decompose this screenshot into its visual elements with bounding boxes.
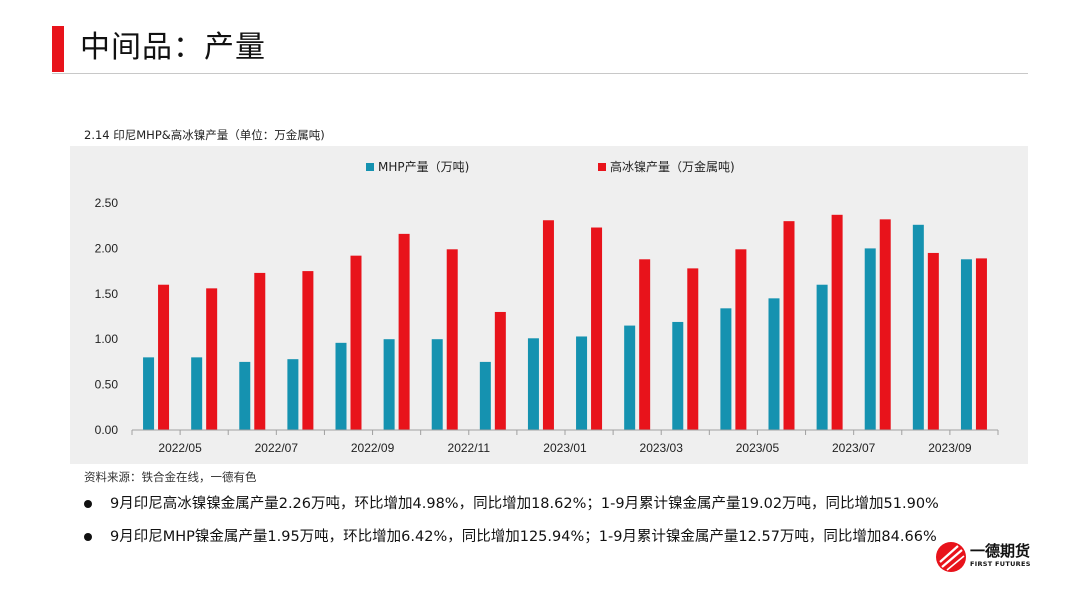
bar-mhp — [383, 339, 395, 430]
x-tick-label: 2023/05 — [736, 441, 780, 455]
x-tick-label: 2022/09 — [351, 441, 395, 455]
y-tick-label: 2.00 — [95, 241, 119, 255]
bar-matte — [831, 214, 843, 430]
bar-matte — [302, 271, 314, 430]
bar-matte — [206, 288, 218, 430]
y-tick-label: 2.50 — [95, 196, 119, 210]
logo-text-en: FIRST FUTURES — [970, 560, 1031, 568]
x-tick-label: 2023/03 — [640, 441, 684, 455]
bar-mhp — [191, 357, 203, 430]
bar-mhp — [624, 325, 636, 430]
bar-matte — [542, 220, 554, 430]
logo-mark-icon — [936, 542, 966, 572]
bar-mhp — [576, 336, 588, 430]
bar-mhp — [864, 248, 876, 430]
x-tick-label: 2023/07 — [832, 441, 876, 455]
legend-swatch — [366, 163, 374, 171]
bar-matte — [158, 284, 170, 430]
bar-matte — [494, 311, 506, 430]
bar-matte — [350, 255, 362, 430]
chart-caption: 2.14 印尼MHP&高冰镍产量（单位：万金属吨) — [84, 128, 325, 142]
bar-mhp — [287, 359, 299, 430]
bullet-item: 9月印尼高冰镍镍金属产量2.26万吨，环比增加4.98%，同比增加18.62%；… — [82, 494, 1012, 527]
bar-mhp — [431, 339, 443, 430]
bar-mhp — [479, 361, 491, 430]
bullet-dot — [84, 500, 92, 508]
bar-mhp — [335, 342, 347, 430]
bar-chart: 0.00 0.50 1.00 1.50 2.00 2.50 2022/05 2022/07 20… — [95, 159, 999, 455]
bar-matte — [591, 227, 603, 430]
bar-matte — [879, 219, 891, 430]
bullet-list: 9月印尼高冰镍镍金属产量2.26万吨，环比增加4.98%，同比增加18.62%；… — [82, 494, 1012, 560]
company-logo: 一德期货 FIRST FUTURES — [934, 538, 1044, 574]
page-title: 中间品：产量 — [80, 30, 266, 65]
bullet-dot — [84, 533, 92, 541]
x-tick-label: 2022/11 — [448, 441, 491, 455]
y-tick-label: 1.50 — [95, 287, 119, 301]
title-accent-bar — [52, 26, 64, 72]
y-tick-label: 0.50 — [95, 378, 119, 392]
bar-mhp — [143, 357, 155, 430]
bar-matte — [254, 272, 266, 430]
bar-matte — [446, 249, 458, 430]
bar-matte — [687, 268, 699, 430]
bullet-text: 9月印尼MHP镍金属产量1.95万吨，环比增加6.42%，同比增加125.94%… — [110, 529, 937, 545]
bar-mhp — [768, 298, 780, 430]
source-note: 资料来源：铁合金在线，一德有色 — [84, 470, 257, 484]
legend-label: MHP产量（万吨) — [378, 160, 469, 174]
x-tick-label: 2022/07 — [255, 441, 299, 455]
y-tick-label: 1.00 — [95, 332, 119, 346]
bar-mhp — [816, 284, 828, 430]
bar-matte — [975, 258, 987, 430]
bar-matte — [639, 259, 651, 430]
bar-mhp — [239, 361, 251, 430]
bullet-text: 9月印尼高冰镍镍金属产量2.26万吨，环比增加4.98%，同比增加18.62%；… — [110, 496, 939, 512]
bar-mhp — [720, 308, 732, 430]
bar-mhp — [912, 224, 924, 430]
x-tick-label: 2023/09 — [928, 441, 972, 455]
bar-matte — [927, 252, 939, 430]
bar-matte — [735, 249, 747, 430]
x-tick-label: 2022/05 — [158, 441, 202, 455]
logo-text-cn: 一德期货 — [970, 542, 1031, 560]
legend-swatch — [598, 163, 606, 171]
bar-matte — [783, 221, 795, 430]
legend-label: 高冰镍产量（万金属吨) — [610, 159, 735, 174]
bar-matte — [398, 233, 410, 430]
title-divider — [52, 73, 1028, 74]
y-tick-label: 0.00 — [95, 423, 119, 437]
bar-mhp — [672, 321, 684, 430]
bar-mhp — [960, 259, 972, 430]
bullet-item: 9月印尼MHP镍金属产量1.95万吨，环比增加6.42%，同比增加125.94%… — [82, 527, 1012, 560]
bar-mhp — [527, 338, 539, 430]
x-tick-label: 2023/01 — [543, 441, 587, 455]
